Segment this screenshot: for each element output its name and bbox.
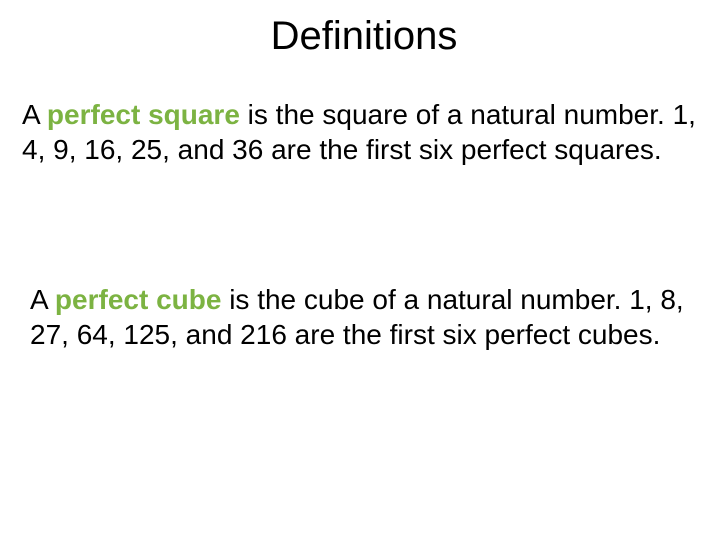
definition-prefix: A: [30, 284, 55, 315]
definition-term: perfect cube: [55, 284, 229, 315]
definition-term: perfect square: [47, 99, 248, 130]
definition-prefix: A: [22, 99, 47, 130]
definition-perfect-cube: A perfect cube is the cube of a natural …: [0, 282, 728, 352]
slide-title: Definitions: [0, 0, 728, 69]
definition-perfect-square: A perfect square is the square of a natu…: [0, 97, 728, 167]
